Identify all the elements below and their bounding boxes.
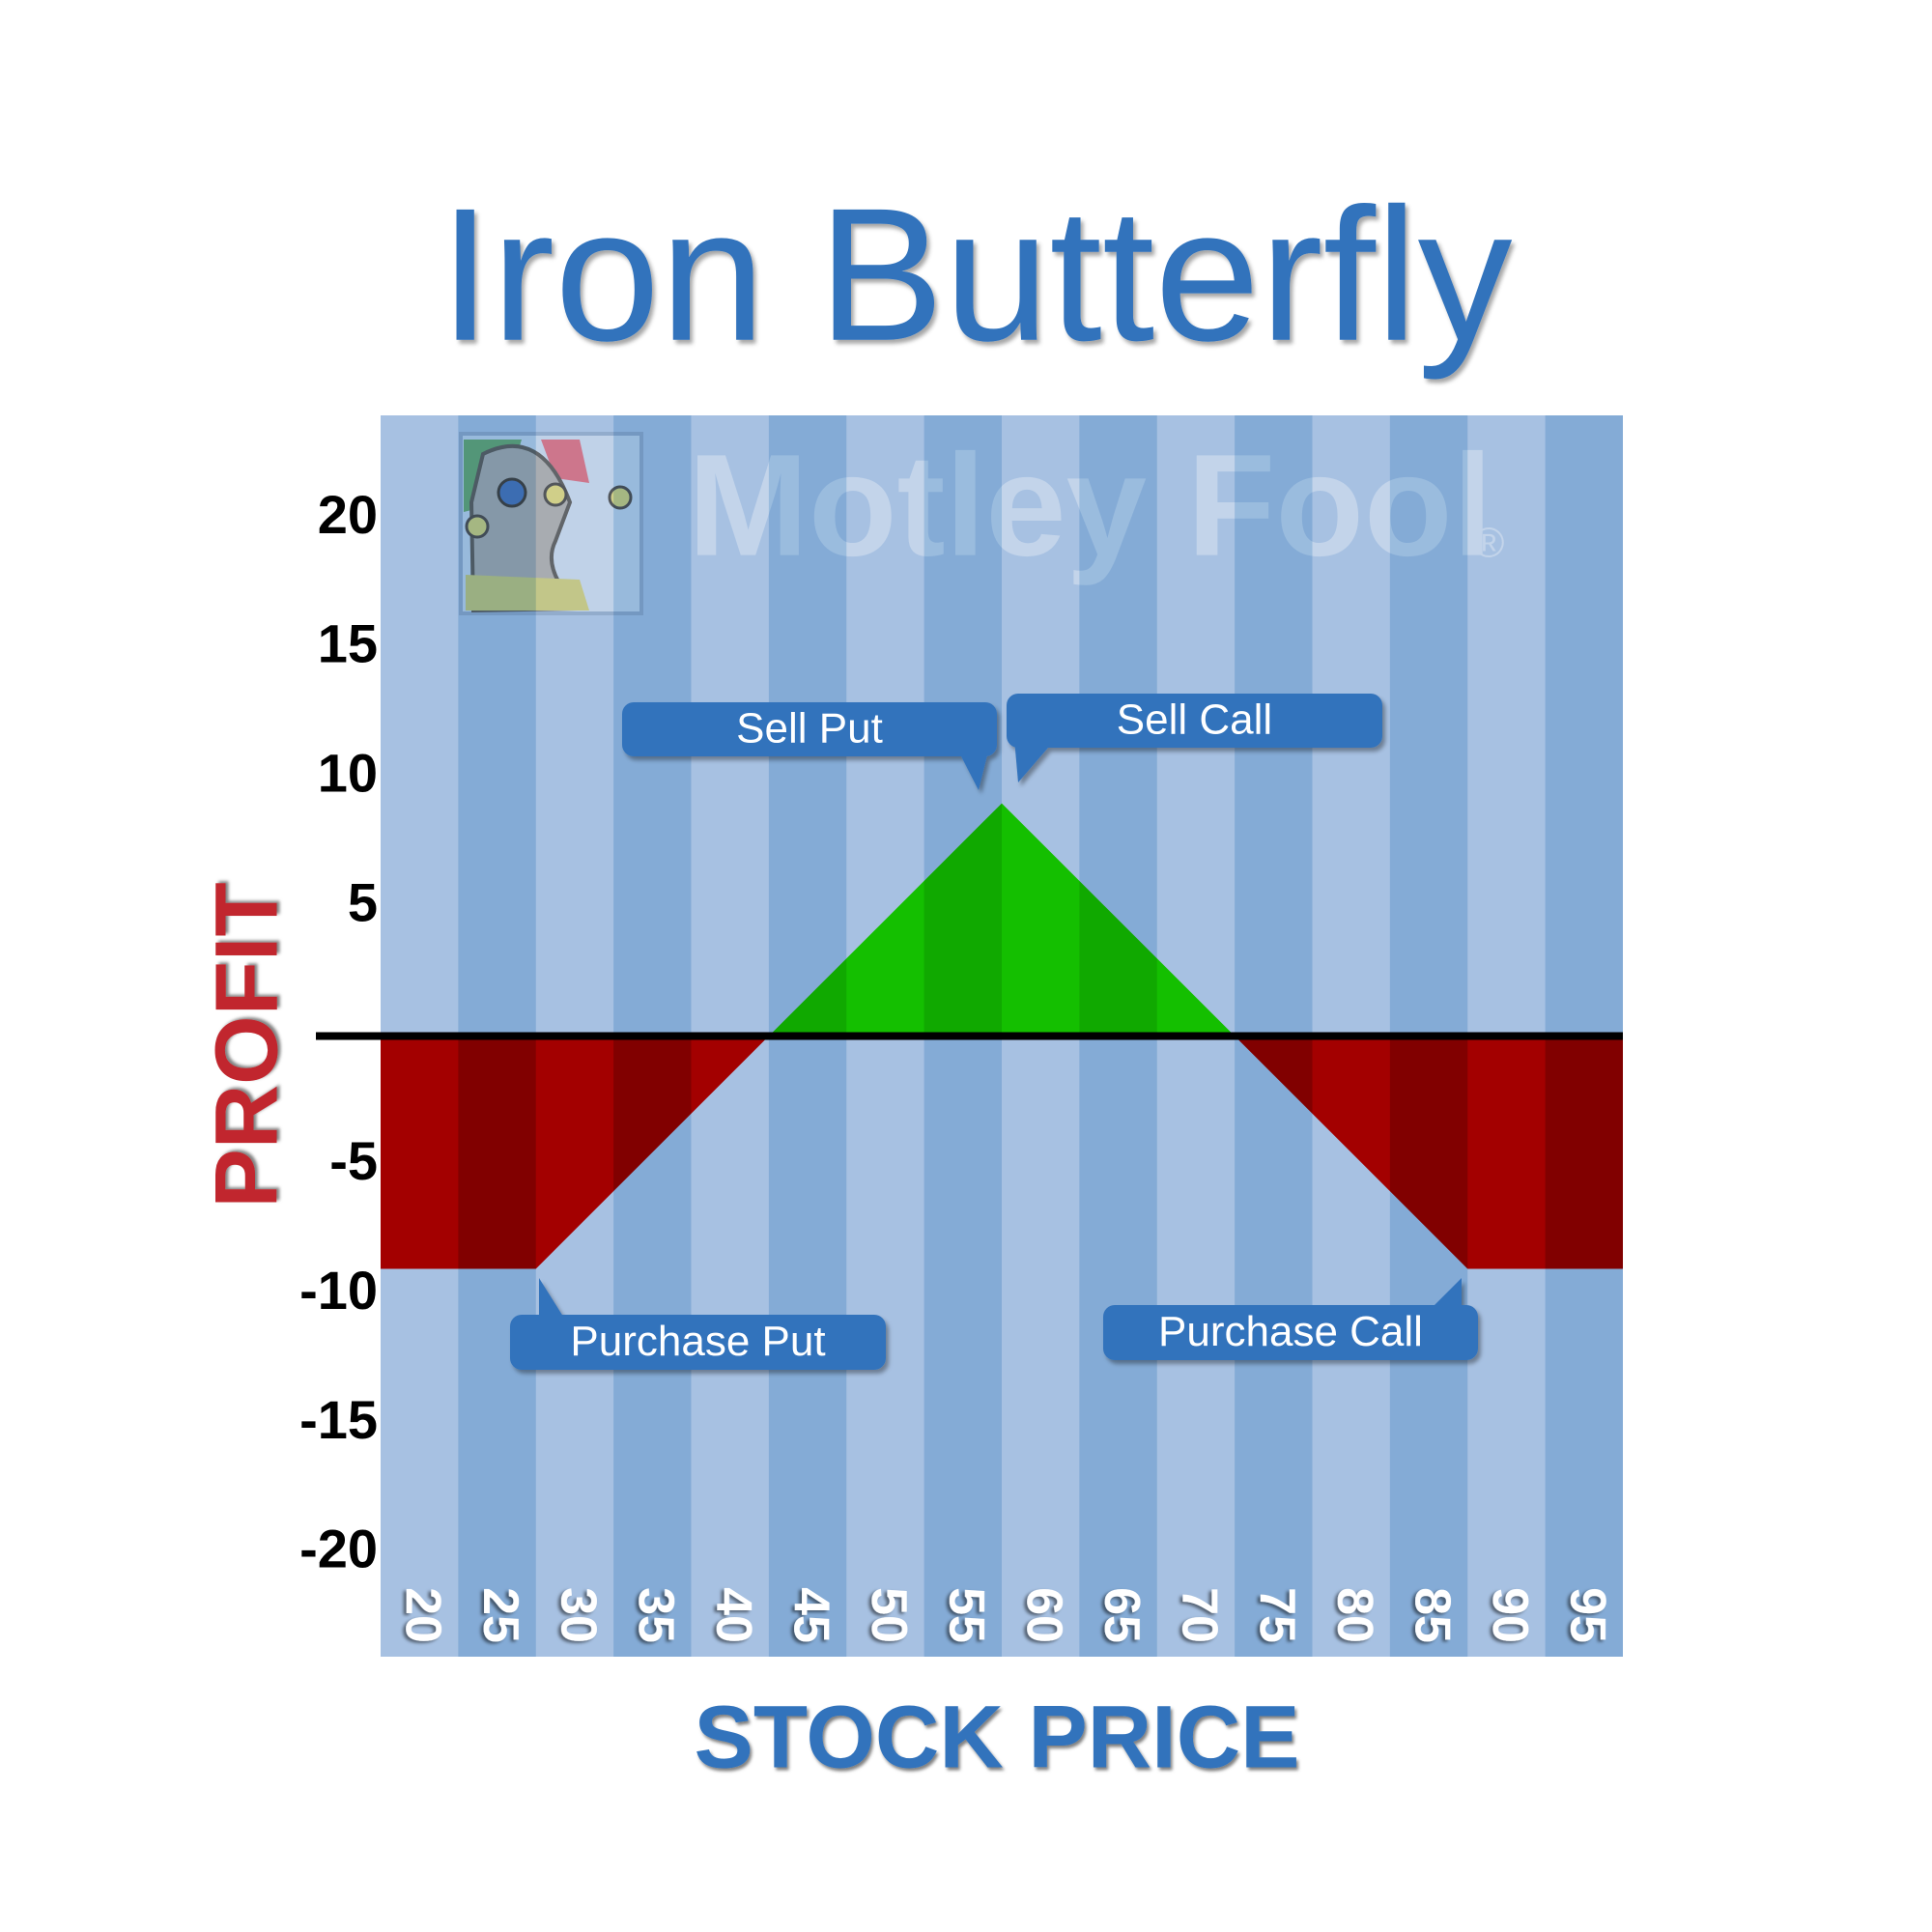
x-tick-label: 85 [1404, 1587, 1460, 1643]
jester-bell [543, 482, 568, 507]
y-tick-label: -15 [299, 1389, 378, 1450]
y-tick-label: 20 [318, 484, 378, 545]
callout: Sell Call [1007, 694, 1382, 782]
y-tick-label: 10 [318, 743, 378, 804]
y-tick-label: -5 [329, 1130, 378, 1191]
callout-box [622, 702, 997, 756]
callout-box [510, 1315, 886, 1370]
jester-hat [541, 440, 589, 483]
y-tick-label: -20 [299, 1519, 378, 1579]
callout-pointer [539, 1278, 565, 1320]
x-tick-label: 45 [782, 1587, 838, 1643]
x-tick-label: 75 [1249, 1587, 1305, 1643]
y-tick-label: 5 [348, 871, 378, 932]
y-tick-label: 15 [318, 613, 378, 674]
callout-box [1007, 694, 1382, 748]
x-tick-label: 70 [1171, 1587, 1227, 1643]
x-tick-label: 20 [394, 1587, 450, 1643]
callout-box [1103, 1305, 1478, 1360]
x-tick-label: 95 [1559, 1587, 1615, 1643]
callout: Sell Put [622, 702, 997, 790]
annotation: Purchase Call [1158, 1308, 1423, 1355]
x-tick-label: 30 [550, 1587, 606, 1643]
annotation: Sell Put [736, 705, 883, 753]
x-tick-label: 40 [705, 1587, 761, 1643]
x-tick-label: 60 [1015, 1587, 1071, 1643]
x-tick-label: 65 [1094, 1587, 1150, 1643]
x-axis-label: STOCK PRICE [694, 1688, 1299, 1786]
y-axis-label: PROFIT [197, 882, 296, 1208]
x-tick-label: 50 [861, 1587, 917, 1643]
x-tick-label: 25 [472, 1587, 528, 1643]
x-tick-label: 35 [628, 1587, 684, 1643]
y-tick-label: -10 [299, 1260, 378, 1321]
x-tick-label: 90 [1482, 1587, 1538, 1643]
callout-pointer [1014, 739, 1048, 782]
callout: Purchase Call [1103, 1278, 1478, 1360]
chart-title: Iron Butterfly [439, 169, 1512, 381]
x-tick-label: 55 [938, 1587, 994, 1643]
x-tick-label: 80 [1326, 1587, 1382, 1643]
callout: Purchase Put [510, 1278, 886, 1370]
annotation: Sell Call [1117, 696, 1272, 744]
annotation: Purchase Put [570, 1318, 825, 1365]
watermark-mark: ® [1473, 520, 1504, 567]
